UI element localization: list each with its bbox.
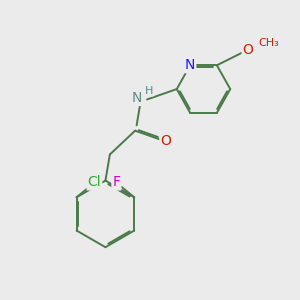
Text: CH₃: CH₃ [259, 38, 279, 48]
Text: H: H [145, 85, 153, 96]
Text: N: N [185, 58, 195, 72]
Text: Cl: Cl [88, 176, 101, 189]
Text: O: O [243, 44, 254, 57]
Text: O: O [160, 134, 171, 148]
Text: F: F [112, 176, 120, 189]
Text: N: N [132, 91, 142, 105]
